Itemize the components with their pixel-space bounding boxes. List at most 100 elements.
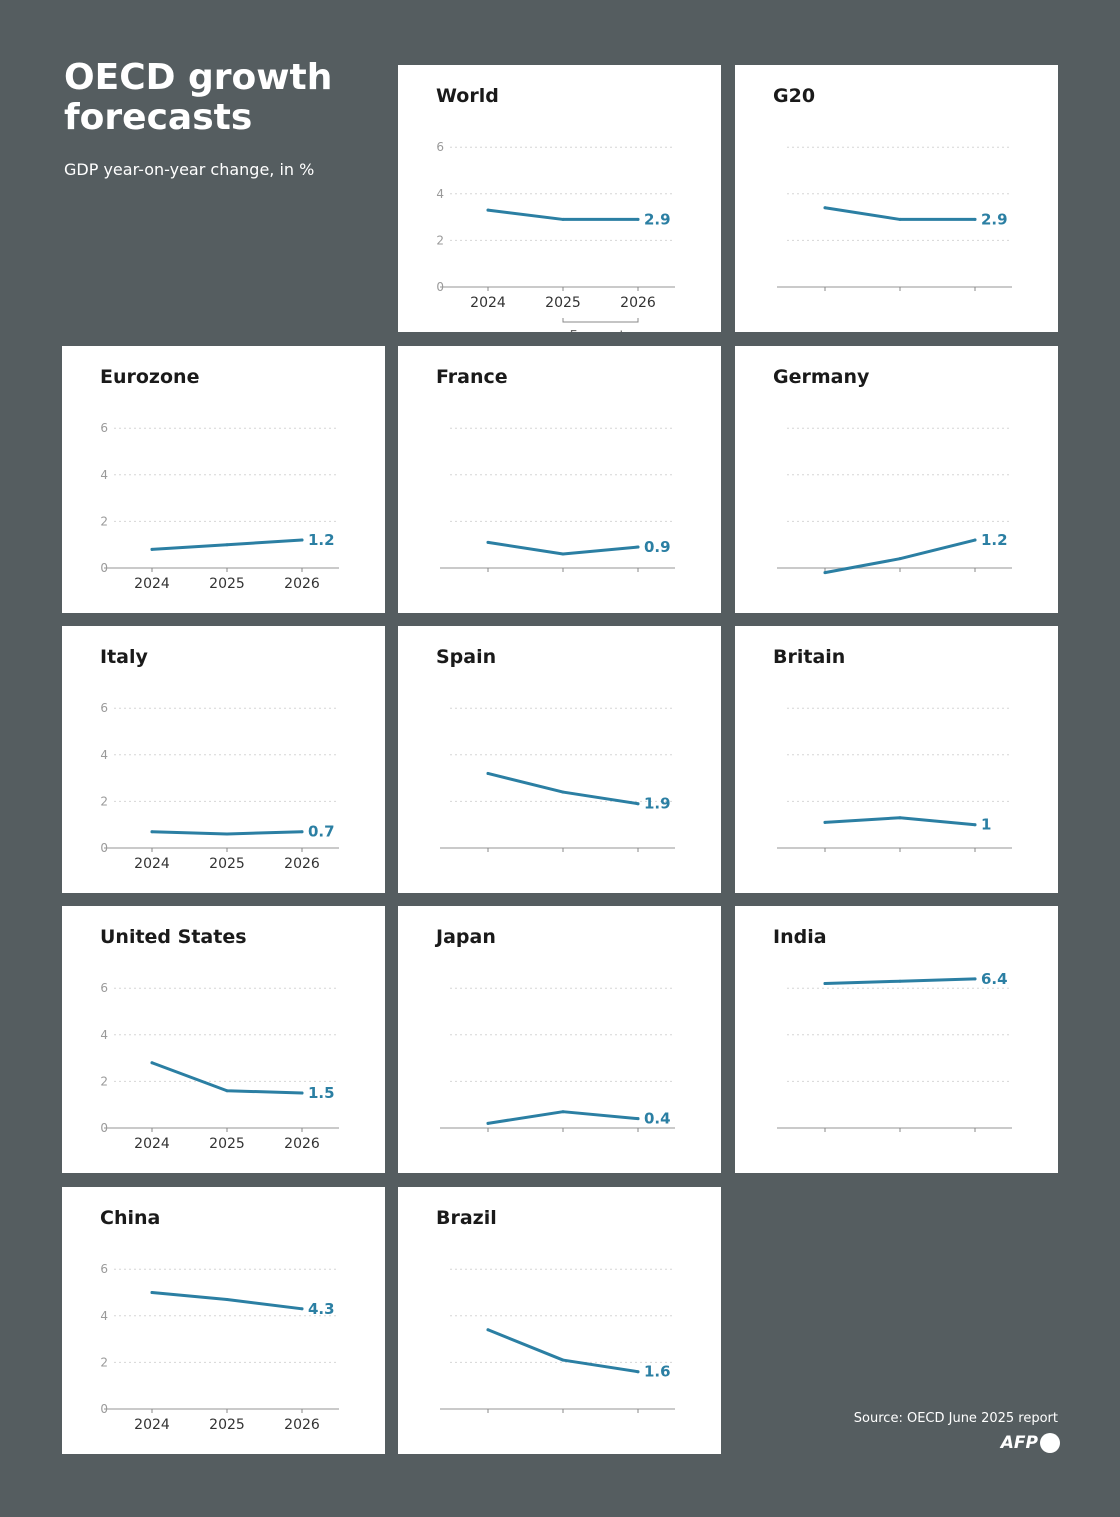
data-point — [636, 802, 640, 806]
chart-title: Germany — [773, 366, 870, 388]
chart-panel-italy: Italy 0 2 4 6 2024 2025 2026 0.7 — [62, 626, 385, 893]
y-tick-label: 0 — [100, 561, 108, 575]
data-point — [823, 206, 827, 210]
line-chart: Brazil 1.6 — [436, 1207, 675, 1413]
x-tick-label: 2025 — [545, 295, 581, 311]
chart-panel-brazil: Brazil 1.6 — [398, 1187, 721, 1454]
y-tick-label: 0 — [100, 1402, 108, 1416]
y-tick-label: 6 — [436, 140, 444, 154]
end-value-label: 2.9 — [981, 210, 1008, 228]
data-point — [636, 1117, 640, 1121]
data-point — [973, 538, 977, 542]
data-point — [561, 1358, 565, 1362]
line-chart: Japan 0.4 — [434, 926, 675, 1132]
x-tick-label: 2024 — [134, 856, 170, 872]
data-point — [300, 538, 304, 542]
y-tick-label: 6 — [100, 701, 108, 715]
chart-panel-india: India 6.4 — [735, 906, 1058, 1173]
end-value-label: 1.2 — [308, 531, 335, 549]
series-line — [486, 1110, 640, 1125]
x-tick-label: 2025 — [209, 576, 245, 592]
forecast-bracket — [562, 318, 639, 323]
line-chart: Eurozone 0 2 4 6 2024 2025 2026 1.2 — [100, 366, 339, 592]
data-point — [973, 977, 977, 981]
chart-panel-britain: Britain 1 — [735, 626, 1058, 893]
chart-title: France — [436, 366, 508, 388]
data-point — [150, 547, 154, 551]
y-tick-label: 2 — [436, 233, 444, 247]
end-value-label: 6.4 — [981, 970, 1008, 988]
data-point — [486, 1121, 490, 1125]
data-point — [300, 1091, 304, 1095]
y-tick-label: 2 — [100, 1355, 108, 1369]
x-tick-label: 2026 — [284, 1136, 320, 1152]
chart-title: Eurozone — [100, 366, 199, 388]
x-tick-label: 2026 — [284, 576, 320, 592]
line-chart: Italy 0 2 4 6 2024 2025 2026 0.7 — [100, 646, 339, 872]
data-point — [486, 771, 490, 775]
end-value-label: 1.9 — [644, 795, 671, 813]
series-line — [486, 540, 640, 556]
data-point — [898, 816, 902, 820]
chart-title: United States — [100, 926, 247, 948]
data-point — [898, 557, 902, 561]
chart-panel-world: World 0 2 4 6 2024 2025 2026 Forecasts 2.9 — [398, 65, 721, 332]
y-tick-label: 4 — [436, 187, 444, 201]
data-point — [225, 832, 229, 836]
source-note: Source: OECD June 2025 report — [853, 1411, 1058, 1426]
data-point — [300, 830, 304, 834]
x-tick-label: 2025 — [209, 1136, 245, 1152]
x-tick-label: 2025 — [209, 856, 245, 872]
chart-panel-eurozone: Eurozone 0 2 4 6 2024 2025 2026 1.2 — [62, 346, 385, 613]
chart-title: Italy — [100, 646, 148, 668]
y-tick-label: 4 — [100, 1309, 108, 1323]
data-point — [636, 545, 640, 549]
end-value-label: 4.3 — [308, 1300, 335, 1318]
line-chart: Britain 1 — [773, 646, 1012, 852]
data-point — [300, 1307, 304, 1311]
data-point — [973, 217, 977, 221]
data-point — [150, 830, 154, 834]
x-tick-label: 2025 — [209, 1417, 245, 1433]
chart-panel-g20: G20 2.9 — [735, 65, 1058, 332]
x-tick-label: 2026 — [620, 295, 656, 311]
logo-dot-icon — [1040, 1433, 1060, 1453]
data-point — [823, 982, 827, 986]
chart-panel-japan: Japan 0.4 — [398, 906, 721, 1173]
data-point — [636, 217, 640, 221]
data-point — [561, 552, 565, 556]
end-value-label: 1.2 — [981, 531, 1008, 549]
chart-title: Japan — [434, 926, 496, 948]
data-point — [561, 1110, 565, 1114]
x-tick-label: 2024 — [134, 1417, 170, 1433]
end-value-label: 0.9 — [644, 538, 671, 556]
chart-title: World — [436, 85, 499, 107]
data-point — [225, 1297, 229, 1301]
y-tick-label: 4 — [100, 748, 108, 762]
y-tick-label: 2 — [100, 794, 108, 808]
x-tick-label: 2026 — [284, 856, 320, 872]
data-point — [150, 1291, 154, 1294]
data-point — [898, 217, 902, 221]
y-tick-label: 6 — [100, 421, 108, 435]
y-tick-label: 0 — [100, 1121, 108, 1135]
y-tick-label: 6 — [100, 981, 108, 995]
line-chart: France 0.9 — [436, 366, 675, 572]
data-point — [561, 790, 565, 794]
chart-panel-united-states: United States 0 2 4 6 2024 2025 2026 1.5 — [62, 906, 385, 1173]
data-point — [823, 571, 827, 575]
line-chart: G20 2.9 — [773, 85, 1012, 291]
data-point — [973, 823, 977, 827]
data-point — [561, 217, 565, 221]
data-point — [486, 540, 490, 544]
end-value-label: 2.9 — [644, 210, 671, 228]
chart-panel-spain: Spain 1.9 — [398, 626, 721, 893]
line-chart: India 6.4 — [773, 926, 1012, 1132]
y-tick-label: 2 — [100, 1074, 108, 1088]
end-value-label: 1.5 — [308, 1084, 335, 1102]
y-tick-label: 4 — [100, 468, 108, 482]
data-point — [225, 1089, 229, 1093]
y-tick-label: 6 — [100, 1262, 108, 1276]
x-tick-label: 2024 — [134, 1136, 170, 1152]
chart-panel-germany: Germany 1.2 — [735, 346, 1058, 613]
